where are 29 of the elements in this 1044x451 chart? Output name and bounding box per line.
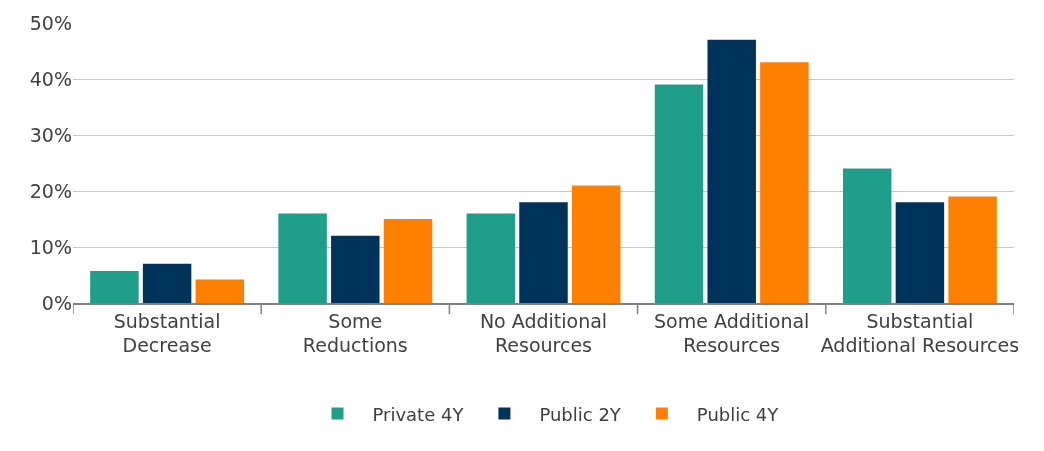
bar <box>842 168 892 303</box>
bar <box>571 185 621 303</box>
bar <box>895 202 945 303</box>
legend-label: Private 4Y <box>372 403 465 425</box>
y-tick-label: 20% <box>29 179 72 202</box>
bar <box>142 263 192 303</box>
bar <box>760 62 809 303</box>
bar <box>519 202 568 303</box>
y-tick-label: 0% <box>41 291 72 314</box>
legend-label: Public 2Y <box>539 403 622 425</box>
x-tick-label: Substantial Decrease <box>113 309 221 357</box>
x-tick-label: Some Reductions <box>302 309 408 357</box>
bar <box>707 39 756 303</box>
bar <box>383 219 433 303</box>
y-tick-label: 30% <box>29 123 72 146</box>
y-tick-label: 10% <box>29 235 72 258</box>
y-tick-label: 40% <box>29 67 72 90</box>
x-tick-label: Some Additional Resources <box>654 309 810 357</box>
bar <box>948 196 997 303</box>
y-tick-label: 50% <box>29 11 72 34</box>
bar <box>90 271 139 303</box>
bar <box>195 279 245 303</box>
x-tick-label: Substantial Additional Resources <box>820 309 1020 357</box>
legend-label: Public 4Y <box>696 403 780 425</box>
x-tick-label: No Additional Resources <box>479 309 608 357</box>
bar <box>331 235 380 303</box>
bar <box>654 84 704 303</box>
bar <box>466 213 516 303</box>
bar <box>278 213 327 303</box>
